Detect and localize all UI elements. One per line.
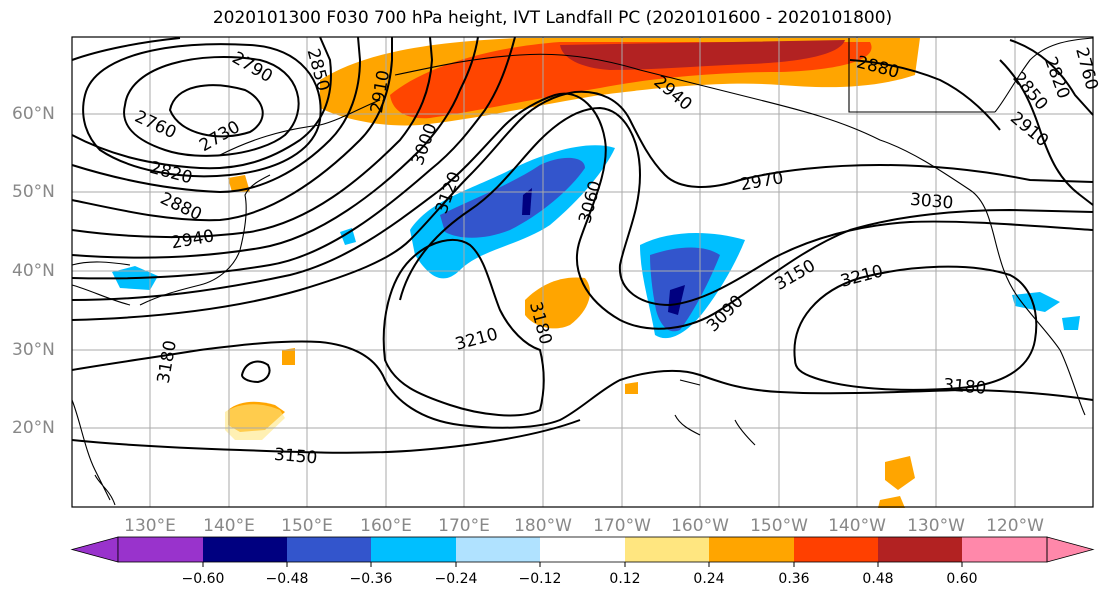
contour-2790	[82, 43, 322, 178]
colorbar-segment	[540, 537, 625, 562]
colorbar-segment	[203, 537, 287, 562]
colorbar-segment	[371, 537, 456, 562]
contour-label: 3150	[273, 445, 318, 469]
lon-label: 170°W	[593, 516, 651, 536]
lat-label: 60°N	[12, 104, 55, 124]
ivt-positive-small-orange-3	[878, 496, 905, 508]
colorbar-segment	[794, 537, 878, 562]
ivt-negative-band-navy	[522, 188, 532, 215]
colorbar-tick-label: −0.24	[434, 571, 478, 587]
map-title: 2020101300 F030 700 hPa height, IVT Land…	[212, 8, 893, 28]
colorbar-frame	[117, 536, 1048, 563]
lat-label: 40°N	[12, 261, 55, 281]
lon-label: 130°E	[124, 516, 176, 536]
colorbar-tick-label: 0.36	[778, 571, 810, 587]
lon-label: 160°E	[360, 516, 412, 536]
contour-2760	[123, 56, 300, 157]
ivt-negative-coast-sky	[1012, 292, 1060, 312]
lat-label: 50°N	[12, 182, 55, 202]
ivt-positive-small-orange-2	[282, 348, 295, 365]
ivt-positive-ne-orange	[885, 456, 915, 490]
colorbar-segment	[878, 537, 962, 562]
lon-label: 170°E	[438, 516, 490, 536]
colorbar-ticks	[202, 562, 963, 567]
colorbar-tick-label: 0.60	[946, 571, 978, 587]
lon-label: 140°W	[828, 516, 886, 536]
ivt-negative-east-navy	[668, 285, 685, 315]
colorbar-segment	[118, 537, 203, 562]
colorbar-tick-label: −0.60	[181, 571, 225, 587]
colorbar-boxes	[70, 536, 1095, 563]
ivt-negative-small-sky	[340, 228, 356, 245]
lat-label: 30°N	[12, 340, 55, 360]
ivt-positive-central-orange	[525, 277, 590, 329]
colorbar-extend-min	[70, 536, 119, 563]
ivt-positive-north-darkred	[560, 40, 845, 70]
colorbar-segment	[709, 537, 794, 562]
contour-3210-east	[793, 265, 1038, 391]
colorbar-tick-label: −0.48	[265, 571, 309, 587]
height-contours	[71, 36, 1094, 454]
colorbar-tick-label: 0.48	[862, 571, 894, 587]
colorbar-segment	[287, 537, 371, 562]
colorbar-tick-label: −0.12	[518, 571, 562, 587]
contour-label: 3180	[942, 375, 987, 399]
contour-3150	[71, 419, 581, 454]
lat-label: 20°N	[12, 418, 55, 438]
contour-3210-west	[382, 239, 545, 417]
colorbar-segment	[625, 537, 709, 562]
ivt-positive-small-orange	[228, 175, 250, 192]
ivt-negative-band-blue	[440, 157, 585, 238]
colorbar-extend-max	[1046, 536, 1095, 563]
colorbar-segment	[456, 537, 540, 562]
lon-label: 180°W	[514, 516, 572, 536]
lon-label: 130°W	[907, 516, 965, 536]
lon-label: 160°W	[671, 516, 729, 536]
lon-label: 150°W	[750, 516, 808, 536]
contour-2730	[168, 84, 264, 138]
contour-3180	[71, 340, 1094, 429]
lon-label: 140°E	[203, 516, 255, 536]
colorbar-tick-label: 0.12	[609, 571, 641, 587]
ivt-negative-east-blue	[650, 247, 720, 332]
ivt-shading	[112, 38, 1080, 508]
lon-label: 150°E	[281, 516, 333, 536]
map-frame	[71, 36, 1094, 508]
colorbar-tick-label: −0.36	[349, 571, 393, 587]
contour-label: 3030	[909, 190, 954, 214]
ivt-positive-west-yellow	[225, 404, 285, 440]
lon-label: 120°W	[986, 516, 1044, 536]
colorbar-tick-label: 0.24	[693, 571, 725, 587]
colorbar-segment	[962, 537, 1047, 562]
ivt-positive-small-orange-4	[625, 382, 638, 394]
coastlines	[71, 37, 1094, 506]
lat-lon-grid	[72, 37, 1093, 507]
ivt-negative-coast-sky-2	[1062, 316, 1080, 330]
